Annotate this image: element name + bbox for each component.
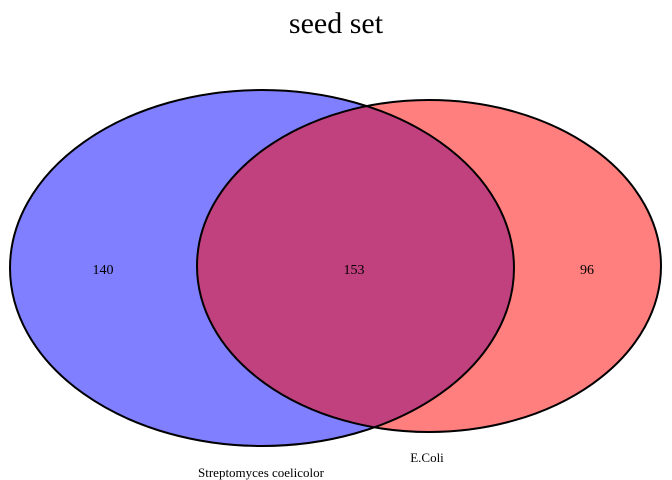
set-b-only-count: 96 — [580, 263, 594, 278]
set-a-outline — [9, 89, 515, 447]
intersection-count: 153 — [344, 263, 365, 278]
set-a-only-count: 140 — [93, 263, 114, 278]
set-a-label: Streptomyces coelicolor — [198, 465, 325, 480]
set-b-label: E.Coli — [410, 450, 444, 465]
intersection-region — [197, 100, 514, 432]
set-b-outline — [196, 99, 662, 433]
diagram-title: seed set — [289, 7, 384, 40]
